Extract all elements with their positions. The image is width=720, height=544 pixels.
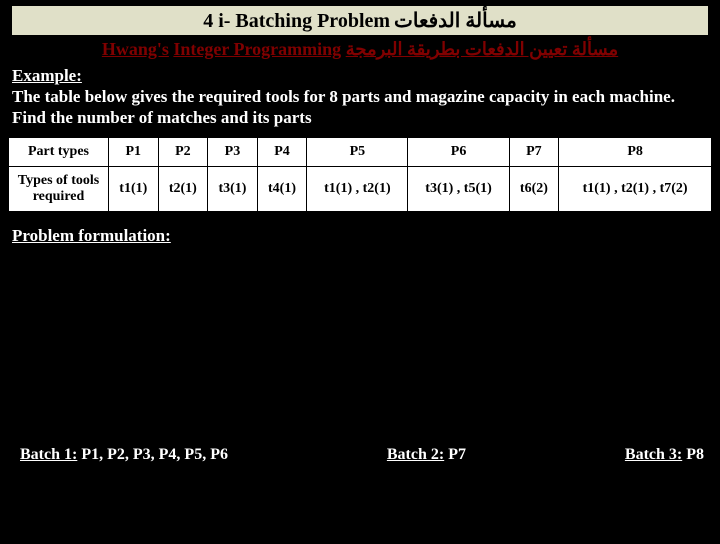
batch-3-value: P8	[682, 446, 704, 463]
subtitle-method: Integer Programming	[173, 39, 341, 59]
batch-3-label: Batch 3:	[625, 446, 682, 463]
batches-row: Batch 1: P1, P2, P3, P4, P5, P6 Batch 2:…	[20, 446, 704, 464]
problem-formulation: Problem formulation:	[12, 226, 708, 246]
tool-cell: t1(1) , t2(1) , t7(2)	[559, 166, 712, 211]
tool-cell: t1(1)	[109, 166, 159, 211]
title-arabic: مسألة الدفعات	[394, 10, 517, 32]
example-block: Example: The table below gives the requi…	[12, 66, 708, 129]
row-head-tools: Types of tools required	[9, 166, 109, 211]
subtitle-row: Hwang's Integer Programming مسألة تعيين …	[10, 39, 710, 60]
col-head: P8	[559, 137, 712, 166]
batch-3: Batch 3: P8	[625, 446, 704, 464]
tool-cell: t1(1) , t2(1)	[307, 166, 408, 211]
example-label: Example:	[12, 66, 708, 86]
col-head: P7	[509, 137, 559, 166]
tool-cell: t3(1) , t5(1)	[408, 166, 509, 211]
batch-2: Batch 2: P7	[387, 446, 466, 464]
row-head-parts: Part types	[9, 137, 109, 166]
tool-cell: t2(1)	[158, 166, 208, 211]
batch-2-label: Batch 2:	[387, 446, 444, 463]
batch-2-value: P7	[444, 446, 466, 463]
col-head: P4	[257, 137, 307, 166]
title-box: 4 i- Batching Problem مسألة الدفعات	[10, 4, 710, 37]
batch-1-value: P1, P2, P3, P4, P5, P6	[77, 446, 228, 463]
tools-table: Part types P1 P2 P3 P4 P5 P6 P7 P8 Types…	[8, 137, 712, 212]
col-head: P1	[109, 137, 159, 166]
table-row: Part types P1 P2 P3 P4 P5 P6 P7 P8	[9, 137, 712, 166]
col-head: P6	[408, 137, 509, 166]
table-row: Types of tools required t1(1) t2(1) t3(1…	[9, 166, 712, 211]
tool-cell: t4(1)	[257, 166, 307, 211]
col-head: P2	[158, 137, 208, 166]
subtitle-arabic: مسألة تعيين الدفعات بطريقة البرمجة	[346, 39, 618, 59]
batch-1-label: Batch 1:	[20, 446, 77, 463]
example-text: The table below gives the required tools…	[12, 86, 708, 129]
tool-cell: t6(2)	[509, 166, 559, 211]
tool-cell: t3(1)	[208, 166, 258, 211]
col-head: P5	[307, 137, 408, 166]
col-head: P3	[208, 137, 258, 166]
title-left: 4 i- Batching Problem	[203, 10, 390, 32]
subtitle-author: Hwang's	[102, 39, 169, 59]
batch-1: Batch 1: P1, P2, P3, P4, P5, P6	[20, 446, 228, 464]
